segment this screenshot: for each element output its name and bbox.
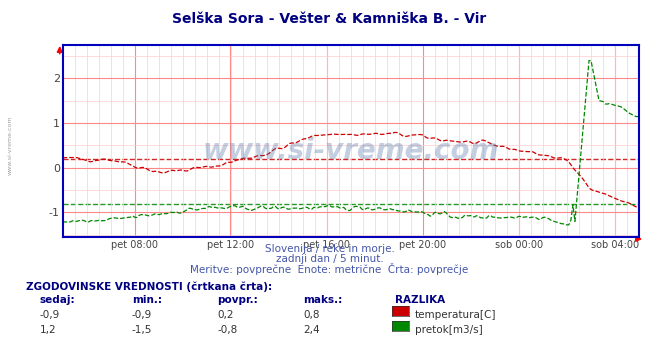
Text: www.si-vreme.com: www.si-vreme.com xyxy=(203,137,499,165)
Text: -0,9: -0,9 xyxy=(132,310,152,320)
Text: min.:: min.: xyxy=(132,295,162,305)
Text: -1,5: -1,5 xyxy=(132,325,152,335)
Text: Slovenija / reke in morje.: Slovenija / reke in morje. xyxy=(264,244,395,254)
Text: sedaj:: sedaj: xyxy=(40,295,75,305)
Text: maks.:: maks.: xyxy=(303,295,343,305)
Text: Meritve: povprečne  Enote: metrične  Črta: povprečje: Meritve: povprečne Enote: metrične Črta:… xyxy=(190,263,469,275)
Text: 1,2: 1,2 xyxy=(40,325,56,335)
Text: 0,8: 0,8 xyxy=(303,310,320,320)
Text: 2,4: 2,4 xyxy=(303,325,320,335)
Text: temperatura[C]: temperatura[C] xyxy=(415,310,497,320)
Text: RAZLIKA: RAZLIKA xyxy=(395,295,445,305)
Text: Selška Sora - Vešter & Kamniška B. - Vir: Selška Sora - Vešter & Kamniška B. - Vir xyxy=(173,12,486,26)
Text: zadnji dan / 5 minut.: zadnji dan / 5 minut. xyxy=(275,254,384,264)
Text: pretok[m3/s]: pretok[m3/s] xyxy=(415,325,483,335)
Text: 0,2: 0,2 xyxy=(217,310,234,320)
Text: -0,8: -0,8 xyxy=(217,325,238,335)
Text: povpr.:: povpr.: xyxy=(217,295,258,305)
Text: -0,9: -0,9 xyxy=(40,310,60,320)
Text: ZGODOVINSKE VREDNOSTI (črtkana črta):: ZGODOVINSKE VREDNOSTI (črtkana črta): xyxy=(26,282,272,292)
Text: www.si-vreme.com: www.si-vreme.com xyxy=(8,116,13,175)
